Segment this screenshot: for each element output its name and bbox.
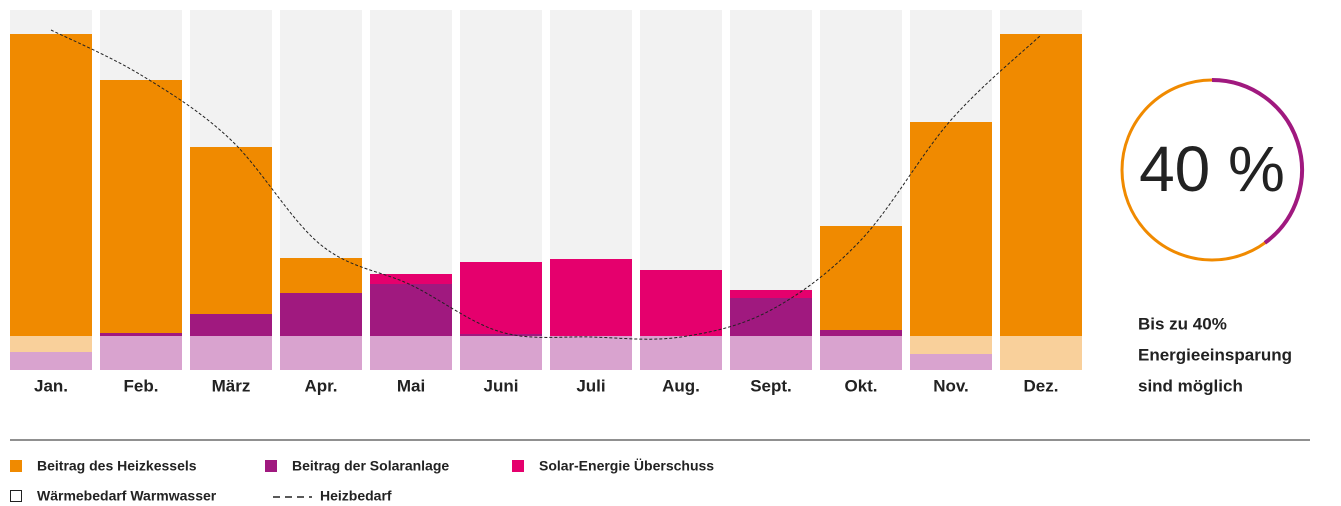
bar-segment [730,336,812,370]
x-tick-label: Dez. [1024,376,1059,395]
bar-segment [640,336,722,370]
x-tick-label: Juli [576,376,605,395]
legend-swatch [265,460,277,472]
x-tick-label: Okt. [844,376,877,395]
legend-swatch [10,460,22,472]
bar-segment [460,336,542,370]
bar-segment [280,293,362,336]
bar-segment [100,80,182,333]
bar-segment [190,314,272,336]
x-tick-label: Mai [397,376,425,395]
bar-segment [190,147,272,314]
bar-segment [640,270,722,336]
bar-segment [1000,34,1082,336]
bar-segment [910,122,992,336]
bar-segment [190,336,272,370]
legend-swatch [10,490,22,502]
legend-label: Beitrag des Heizkessels [37,458,197,474]
x-tick-label: Feb. [124,376,159,395]
x-tick-label: Jan. [34,376,68,395]
bar-segment [10,34,92,336]
note-line: Energieeinsparung [1138,345,1292,364]
bar-segment [820,336,902,370]
legend-label: Heizbedarf [320,488,392,504]
x-tick-label: Sept. [750,376,792,395]
bar-segment [730,298,812,336]
bar-segment [820,330,902,336]
x-tick-label: Nov. [933,376,969,395]
heating-demand-line [50,29,1042,340]
bar-segment [10,352,92,370]
bar-segment [370,284,452,336]
x-tick-label: Juni [484,376,519,395]
x-tick-label: Apr. [304,376,337,395]
bar-segment [730,290,812,298]
legend-label: Wärmebedarf Warmwasser [37,488,217,504]
x-tick-label: Aug. [662,376,700,395]
bar-segment [460,334,542,336]
bar-segment [10,336,92,352]
bar-segment [820,226,902,330]
bar-segment [370,336,452,370]
x-tick-label: März [212,376,251,395]
bar-segment [280,336,362,370]
bar-segment [550,259,632,336]
bar-segment [550,336,632,370]
donut-label: 40 % [1139,133,1285,205]
bar-segment [910,354,992,370]
bar-segment [100,333,182,336]
bar-segment [100,336,182,370]
donut-share [1211,78,1304,245]
bar-segment [1000,336,1082,370]
bar-segment [280,258,362,293]
note-line: sind möglich [1138,376,1243,395]
note-line: Bis zu 40% [1138,314,1227,333]
legend-label: Beitrag der Solaranlage [292,458,449,474]
bar-segment [370,274,452,284]
bar-segment [910,336,992,354]
legend-label: Solar-Energie Überschuss [539,458,714,474]
legend-swatch [512,460,524,472]
bar-segment [460,262,542,334]
